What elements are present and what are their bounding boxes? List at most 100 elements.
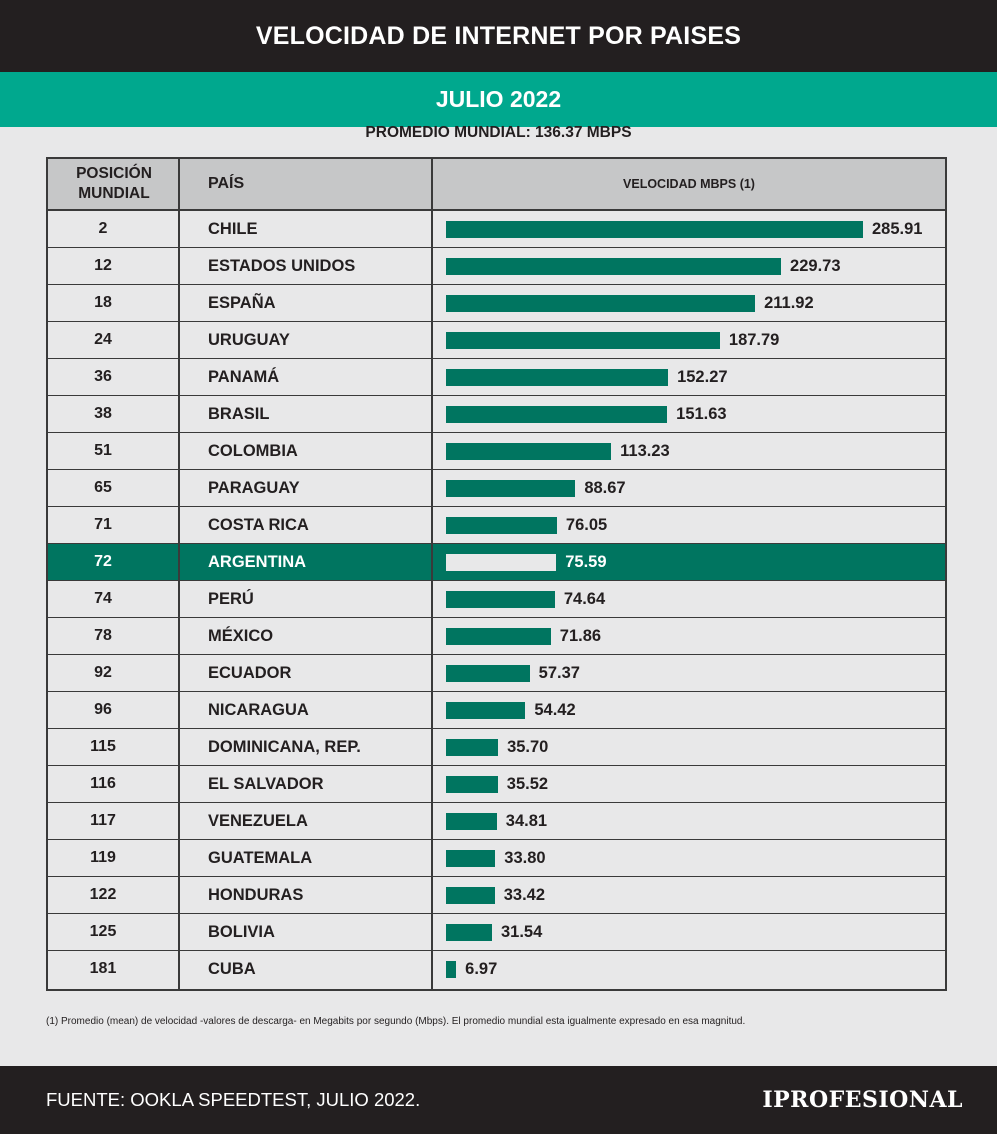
speed-value-label: 54.42 (534, 700, 576, 719)
row-position: 92 (94, 664, 112, 681)
row-country: ESTADOS UNIDOS (208, 256, 356, 275)
speed-bar (446, 776, 498, 793)
speed-bar (446, 369, 669, 386)
page-title: VELOCIDAD DE INTERNET POR PAISES (0, 0, 997, 72)
table-row: 72 ARGENTINA 75.59 (48, 544, 945, 581)
row-country: CUBA (208, 959, 256, 978)
table-row: 65 PARAGUAY 88.67 (48, 470, 945, 507)
speed-value-label: 34.81 (505, 811, 548, 830)
speed-bar (446, 924, 492, 941)
table-row: 115 DOMINICANA, REP. 35.70 (48, 729, 945, 766)
row-country: BRASIL (208, 404, 270, 423)
row-country: DOMINICANA, REP. (208, 737, 361, 756)
speed-value-label: 113.23 (620, 441, 670, 460)
row-position: 2 (98, 220, 108, 237)
table-row: 78 MÉXICO 71.86 (48, 618, 945, 655)
table-row: 24 URUGUAY 187.79 (48, 322, 945, 359)
speed-value-label: 33.42 (503, 885, 546, 904)
speed-value-label: 33.80 (504, 848, 546, 867)
speed-value-label: 152.27 (677, 367, 728, 386)
speed-bar (446, 295, 756, 312)
row-position: 125 (89, 923, 117, 940)
row-country: CHILE (208, 219, 258, 238)
row-country: ESPAÑA (208, 293, 276, 312)
row-position: 181 (89, 960, 117, 977)
row-country: EL SALVADOR (208, 774, 324, 793)
speed-value-label: 31.54 (501, 922, 543, 941)
speed-table: POSICIÓN MUNDIAL PAÍS VELOCIDAD MBPS (1)… (46, 157, 947, 991)
row-position: 115 (90, 738, 116, 755)
speed-value-label: 151.63 (676, 404, 727, 423)
speed-bar (446, 480, 576, 497)
speed-bar (446, 591, 555, 608)
table-row: 2 CHILE 285.91 (48, 211, 945, 248)
table-row: 12 ESTADOS UNIDOS 229.73 (48, 248, 945, 285)
row-position: 119 (90, 849, 116, 866)
row-country: COSTA RICA (208, 515, 309, 534)
row-position: 24 (94, 331, 112, 348)
row-position: 72 (94, 553, 112, 570)
speed-bar (446, 628, 551, 645)
table-row: 125 BOLIVIA 31.54 (48, 914, 945, 951)
speed-value-label: 57.37 (538, 663, 580, 682)
speed-value-label: 75.59 (565, 552, 607, 571)
speed-value-label: 6.97 (465, 959, 498, 978)
header-speed: VELOCIDAD MBPS (1) (623, 177, 755, 191)
speed-bar (446, 332, 720, 349)
table-row: 96 NICARAGUA 54.42 (48, 692, 945, 729)
source-label: FUENTE: OOKLA SPEEDTEST, JULIO 2022. (46, 1089, 421, 1110)
speed-value-label: 74.64 (563, 589, 606, 608)
column-divider (431, 159, 433, 989)
speed-value-label: 35.70 (507, 737, 549, 756)
row-country: NICARAGUA (208, 700, 309, 719)
table-header: POSICIÓN MUNDIAL PAÍS VELOCIDAD MBPS (1) (48, 159, 945, 211)
speed-bar (446, 406, 668, 423)
row-position: 51 (94, 442, 112, 459)
footnote: (1) Promedio (mean) de velocidad -valore… (46, 1016, 746, 1027)
world-average-label: PROMEDIO MUNDIAL: 136.37 MBPS (365, 124, 632, 141)
speed-bar (446, 739, 499, 756)
row-country: BOLIVIA (208, 922, 275, 941)
header-position: POSICIÓN MUNDIAL (76, 165, 152, 202)
table-row: 74 PERÚ 74.64 (48, 581, 945, 618)
row-position: 18 (94, 294, 112, 311)
row-country: URUGUAY (208, 330, 290, 349)
row-position: 38 (94, 405, 112, 422)
speed-bar (446, 850, 496, 867)
speed-bar (446, 887, 495, 904)
speed-value-label: 187.79 (728, 330, 780, 349)
table-row: 51 COLOMBIA 113.23 (48, 433, 945, 470)
table-row: 181 CUBA 6.97 (48, 951, 945, 988)
row-position: 116 (90, 775, 116, 792)
speed-value-label: 211.92 (764, 293, 814, 312)
speed-value-label: 88.67 (584, 478, 626, 497)
speed-bar (446, 517, 557, 534)
table-row: 18 ESPAÑA 211.92 (48, 285, 945, 322)
row-position: 65 (94, 479, 112, 496)
speed-value-label: 35.52 (506, 774, 549, 793)
speed-value-label: 71.86 (559, 626, 602, 645)
row-position: 71 (94, 516, 112, 533)
footer-bar: FUENTE: OOKLA SPEEDTEST, JULIO 2022. IPR… (0, 1066, 997, 1134)
table-row: 122 HONDURAS 33.42 (48, 877, 945, 914)
row-position: 74 (94, 590, 112, 607)
speed-bar (446, 961, 457, 978)
row-position: 122 (89, 886, 117, 903)
speed-bar (446, 258, 782, 275)
speed-value-label: 285.91 (872, 219, 923, 238)
speed-value-label: 76.05 (565, 515, 608, 534)
row-position: 78 (94, 627, 112, 644)
date-banner: JULIO 2022 (0, 72, 997, 127)
header-country: PAÍS (208, 175, 245, 192)
row-country: MÉXICO (208, 626, 274, 645)
speed-bar (446, 443, 612, 460)
speed-bar (446, 702, 526, 719)
row-position: 12 (94, 257, 112, 274)
row-country: PANAMÁ (208, 367, 280, 386)
table-row: 38 BRASIL 151.63 (48, 396, 945, 433)
column-divider (178, 159, 180, 989)
row-country: PARAGUAY (208, 478, 300, 497)
row-country: COLOMBIA (208, 441, 298, 460)
row-country: ECUADOR (208, 663, 292, 682)
table-row: 92 ECUADOR 57.37 (48, 655, 945, 692)
